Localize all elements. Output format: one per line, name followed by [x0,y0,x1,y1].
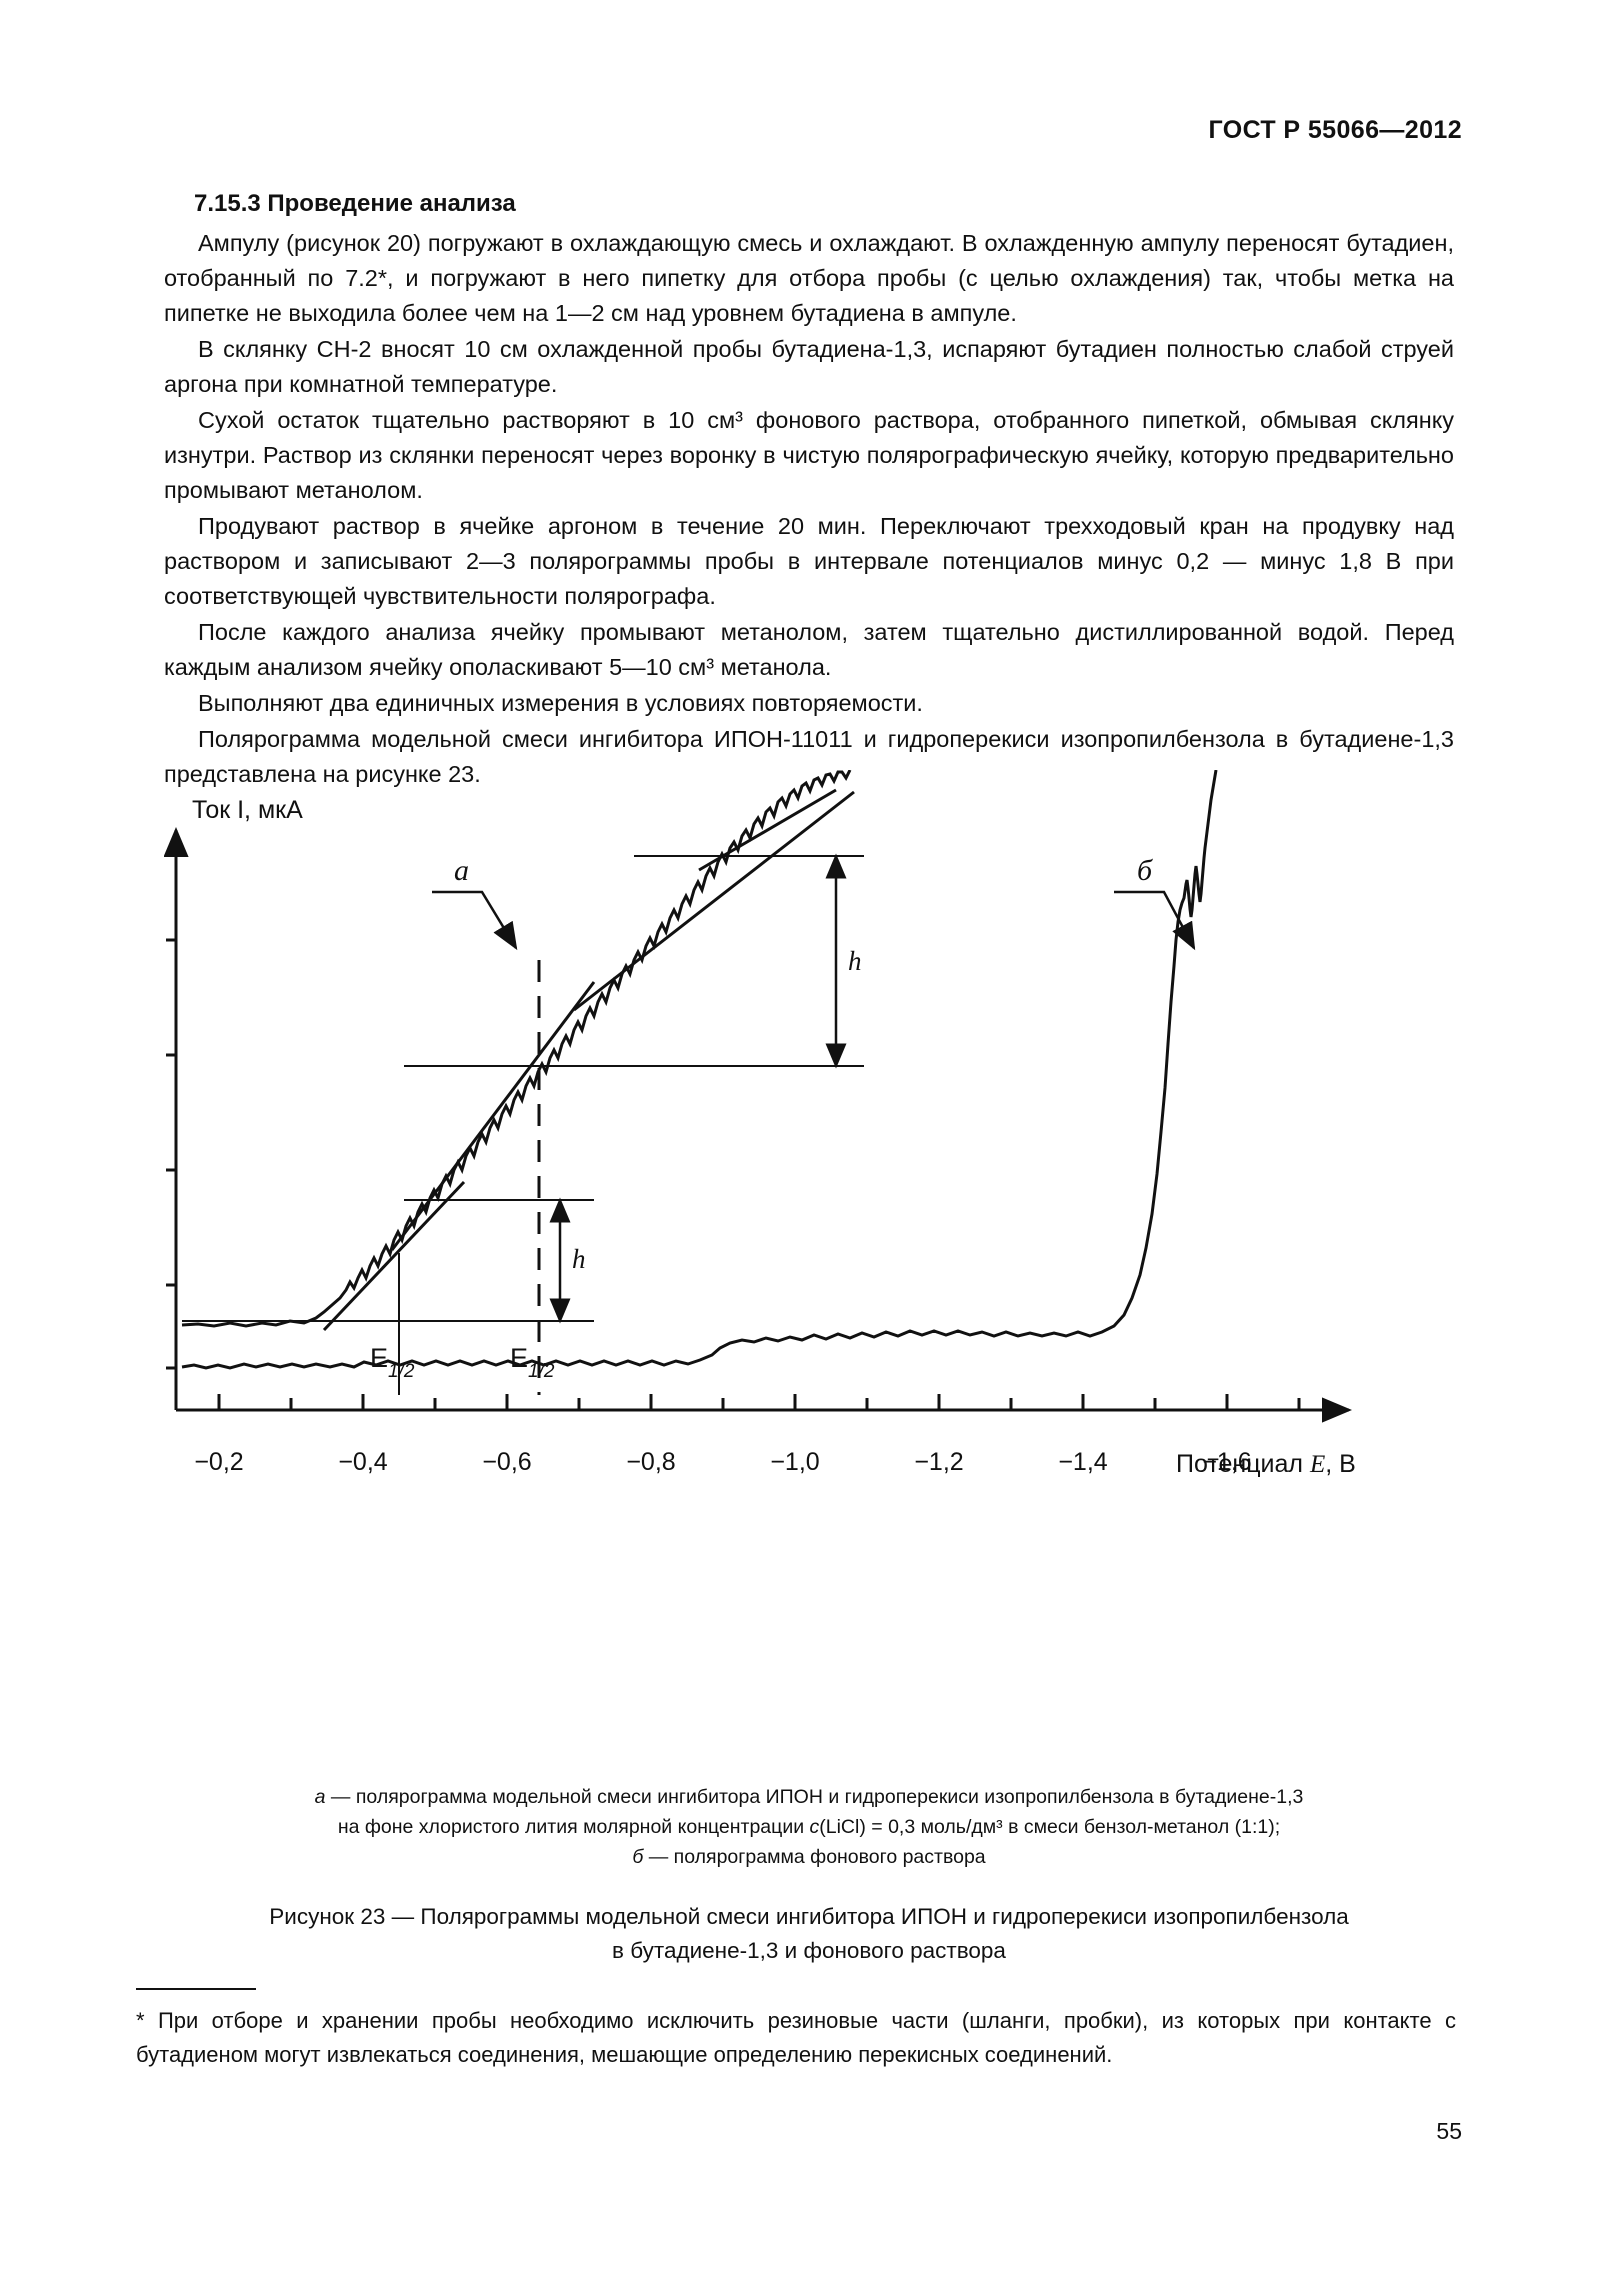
x-tick-label-3: −0,8 [626,1448,675,1476]
legend-text-b: полярограмма фонового раствора [673,1846,986,1868]
half-wave-annotation-1: E 1/2 [370,1343,415,1382]
half-wave-symbol-1: E [370,1343,388,1373]
legend-marker-a: а [314,1786,326,1808]
paragraph-2: В склянку СН-2 вносят 10 см охлажденной … [164,336,1454,397]
document-standard-header: ГОСТ Р 55066—2012 [1208,116,1462,144]
half-wave-annotation-2: E 1/2 [510,1343,555,1382]
x-tick-label-6: −1,4 [1058,1448,1107,1476]
half-wave-symbol-2: E [510,1343,528,1373]
figure-caption-line-2: в бутадиене-1,3 и фонового раствора [612,1938,1006,1963]
x-tick-label-4: −1,0 [770,1448,819,1476]
wave-height-label-2: h [848,946,862,976]
tangent-rising-limb [390,981,596,1251]
half-wave-subscript-1: 1/2 [388,1361,415,1382]
legend-line2-pre: на фоне хлористого лития молярной концен… [337,1816,810,1838]
y-axis-ticks [166,938,176,1370]
figure-23-polarogram: h h а б E 1/2 [164,770,1454,1770]
figure-legend-line-1: а — полярограмма модельной смеси ингибит… [164,1782,1454,1812]
paragraph-6: Выполняют два единичных измерения в усло… [198,690,923,716]
legend-line2-post: (LiCl) = 0,3 моль/дм³ в смеси бензол-мет… [819,1816,1281,1838]
pointer-leader-b [1114,890,1196,951]
figure-caption: Рисунок 23 — Полярограммы модельной смес… [164,1900,1454,1968]
svg-text:Потенциал E, В: Потенциал E, В [1176,1450,1356,1478]
x-tick-labels: −0,2 −0,4 −0,6 −0,8 −1,0 −1,2 −1,4 −1,6 [194,1448,1251,1476]
legend-dash-a: — [325,1786,356,1808]
curve-background-b [181,770,1218,1370]
x-axis-title-italic: E [1309,1451,1325,1478]
pointer-leader-a [432,890,518,951]
figure-legend-line-2: на фоне хлористого лития молярной концен… [164,1812,1454,1842]
paragraph-3: Сухой остаток тщательно растворяют в 10 … [164,407,1454,503]
x-tick-label-1: −0,4 [338,1448,387,1476]
footnote-separator [136,1988,256,1990]
polarogram-svg: h h а б E 1/2 [164,770,1356,1478]
half-wave-subscript-2: 1/2 [528,1361,555,1382]
figure-caption-line-1: Рисунок 23 — Полярограммы модельной смес… [269,1904,1349,1929]
paragraph-7: Полярограмма модельной смеси ингибитора … [164,726,1454,787]
y-axis-title: Ток I, мкА [192,796,303,824]
x-axis-ticks [217,1394,1301,1410]
paragraph-5: После каждого анализа ячейку промывают м… [164,619,1454,680]
tangent-lower-wave [322,1180,466,1332]
curve-label-a: а [454,854,469,887]
paragraph-4: Продувают раствор в ячейке аргоном в теч… [164,513,1454,609]
page-number: 55 [1436,2118,1462,2144]
x-axis-title-plain: Потенциал [1176,1450,1310,1478]
legend-line2-italic: c [809,1816,820,1838]
paragraph-1: Ампулу (рисунок 20) погружают в охлаждаю… [164,230,1454,326]
x-tick-label-7: −1,6 [1202,1448,1251,1476]
x-tick-label-0: −0,2 [194,1448,243,1476]
footnote-text: * При отборе и хранении пробы необходимо… [136,2008,1456,2067]
tangent-upper-wave [573,790,855,1012]
curve-sample-a [181,770,852,1328]
curve-label-b: б [1137,854,1153,887]
x-axis-title-tail: , В [1325,1450,1356,1478]
wave-height-label-1: h [572,1244,586,1274]
figure-legend-line-3: б — полярограмма фонового раствора [164,1842,1454,1872]
x-tick-label-2: −0,6 [482,1448,531,1476]
footnote-block: * При отборе и хранении пробы необходимо… [136,2004,1456,2072]
section-heading: 7.15.3 Проведение анализа [194,190,516,217]
figure-legend: а — полярограмма модельной смеси ингибит… [164,1782,1454,1872]
legend-text-a: полярограмма модельной смеси ингибитора … [355,1786,1304,1808]
legend-dash-b: — [643,1846,674,1868]
x-axis-title: Потенциал E, В [1176,1450,1356,1478]
legend-marker-b: б [632,1846,644,1868]
body-text-block: 7.15.3 Проведение анализа Ампулу (рисуно… [164,190,1454,792]
x-tick-label-5: −1,2 [914,1448,963,1476]
